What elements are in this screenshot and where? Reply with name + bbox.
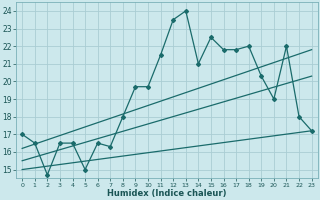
X-axis label: Humidex (Indice chaleur): Humidex (Indice chaleur) (107, 189, 227, 198)
